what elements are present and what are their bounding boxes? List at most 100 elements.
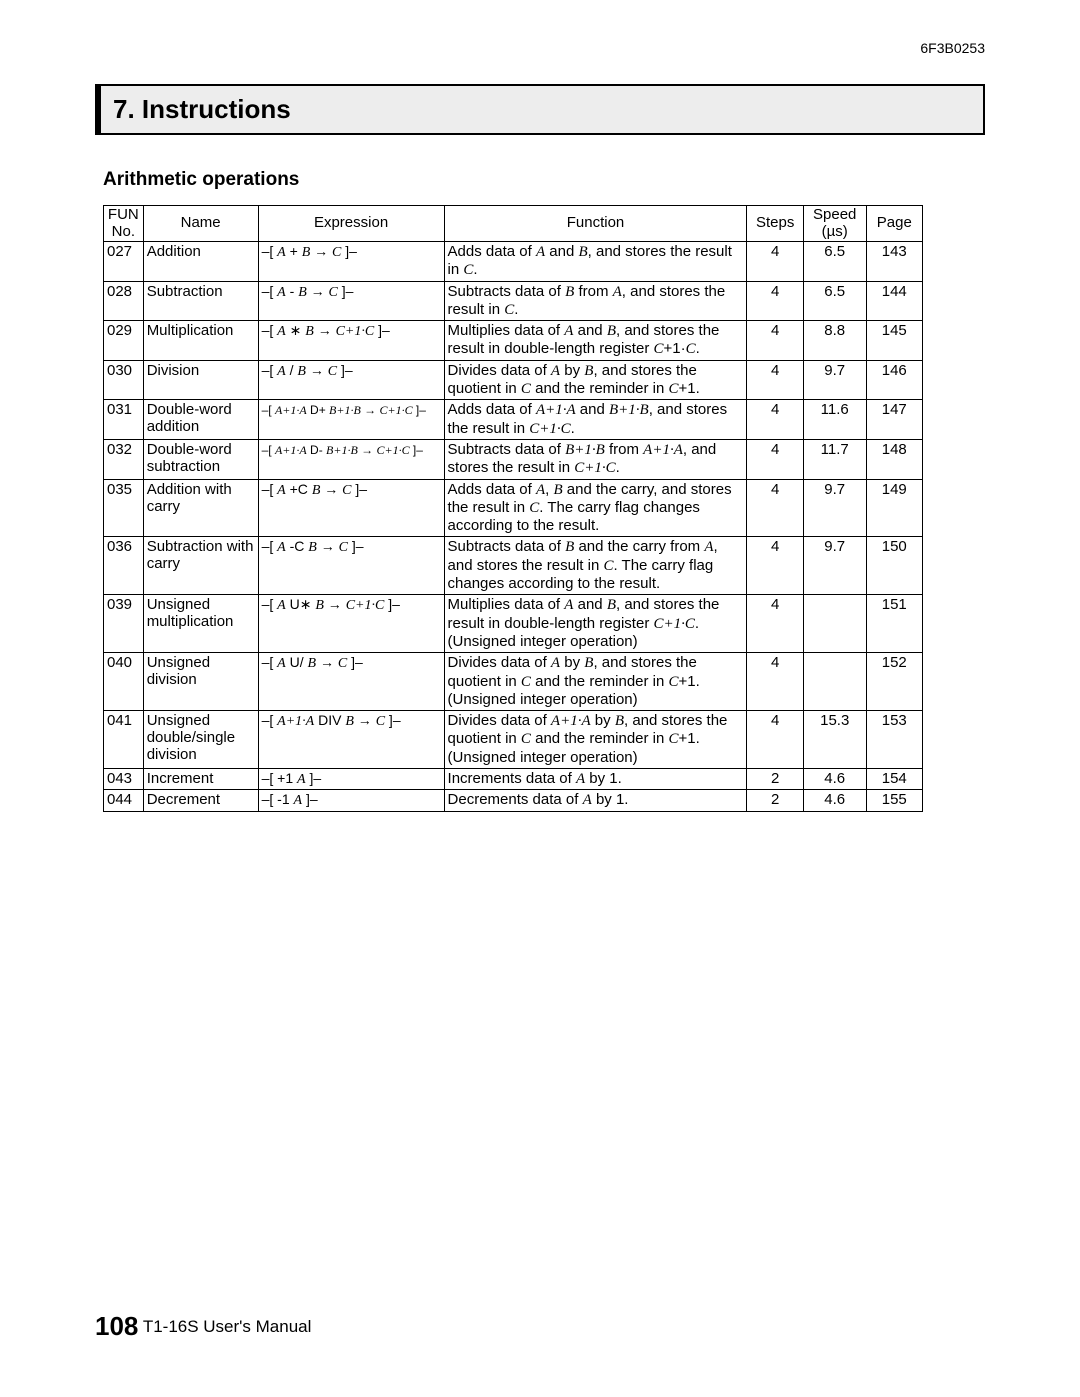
- cell-steps: 2: [747, 769, 803, 790]
- cell-page: 153: [866, 711, 922, 769]
- cell-function: Adds data of A, B and the carry, and sto…: [444, 479, 747, 537]
- col-header-page: Page: [866, 206, 922, 242]
- cell-steps: 4: [747, 242, 803, 282]
- chapter-title: 7. Instructions: [113, 94, 971, 125]
- cell-fun-no: 032: [104, 439, 144, 479]
- cell-expression: –[ A+1·A D- B+1·B → C+1·C ]–: [258, 439, 444, 479]
- cell-steps: 4: [747, 400, 803, 440]
- table-wrap: FUNNo. Name Expression Function Steps Sp…: [103, 205, 985, 812]
- arithmetic-operations-table: FUNNo. Name Expression Function Steps Sp…: [103, 205, 923, 812]
- cell-function: Divides data of A by B, and stores the q…: [444, 653, 747, 711]
- cell-function: Subtracts data of B from A, and stores t…: [444, 281, 747, 321]
- cell-function: Subtracts data of B and the carry from A…: [444, 537, 747, 595]
- cell-name: Decrement: [143, 790, 258, 811]
- cell-expression: –[ A+1·A DIV B → C ]–: [258, 711, 444, 769]
- cell-name: Unsigned division: [143, 653, 258, 711]
- page: 6F3B0253 7. Instructions Arithmetic oper…: [0, 0, 1080, 1397]
- cell-expression: –[ A -C B → C ]–: [258, 537, 444, 595]
- cell-expression: –[ A+1·A D+ B+1·B → C+1·C ]–: [258, 400, 444, 440]
- cell-name: Increment: [143, 769, 258, 790]
- cell-function: Multiplies data of A and B, and stores t…: [444, 595, 747, 653]
- table-row: 043Increment–[ +1 A ]–Increments data of…: [104, 769, 923, 790]
- table-row: 029Multiplication–[ A ∗ B → C+1·C ]–Mult…: [104, 321, 923, 361]
- cell-page: 147: [866, 400, 922, 440]
- cell-fun-no: 027: [104, 242, 144, 282]
- cell-steps: 4: [747, 321, 803, 361]
- cell-speed: 9.7: [803, 537, 866, 595]
- col-header-fun: FUNNo.: [104, 206, 144, 242]
- cell-function: Divides data of A by B, and stores the q…: [444, 360, 747, 400]
- cell-fun-no: 031: [104, 400, 144, 440]
- cell-page: 146: [866, 360, 922, 400]
- cell-steps: 4: [747, 653, 803, 711]
- cell-name: Multiplication: [143, 321, 258, 361]
- cell-steps: 4: [747, 439, 803, 479]
- cell-fun-no: 044: [104, 790, 144, 811]
- cell-steps: 4: [747, 479, 803, 537]
- cell-page: 152: [866, 653, 922, 711]
- cell-page: 143: [866, 242, 922, 282]
- cell-name: Double-word addition: [143, 400, 258, 440]
- cell-fun-no: 030: [104, 360, 144, 400]
- cell-speed: 4.6: [803, 790, 866, 811]
- cell-speed: 9.7: [803, 479, 866, 537]
- table-header-row: FUNNo. Name Expression Function Steps Sp…: [104, 206, 923, 242]
- cell-name: Addition with carry: [143, 479, 258, 537]
- col-header-steps: Steps: [747, 206, 803, 242]
- cell-steps: 4: [747, 595, 803, 653]
- cell-steps: 4: [747, 281, 803, 321]
- cell-expression: –[ +1 A ]–: [258, 769, 444, 790]
- cell-expression: –[ A - B → C ]–: [258, 281, 444, 321]
- cell-name: Unsigned double/single division: [143, 711, 258, 769]
- col-header-name: Name: [143, 206, 258, 242]
- cell-fun-no: 029: [104, 321, 144, 361]
- page-number: 108: [95, 1311, 138, 1341]
- table-row: 041Unsigned double/single division–[ A+1…: [104, 711, 923, 769]
- cell-fun-no: 040: [104, 653, 144, 711]
- cell-page: 150: [866, 537, 922, 595]
- table-row: 030Division–[ A / B → C ]–Divides data o…: [104, 360, 923, 400]
- cell-fun-no: 028: [104, 281, 144, 321]
- cell-steps: 4: [747, 360, 803, 400]
- cell-speed: 6.5: [803, 281, 866, 321]
- cell-fun-no: 035: [104, 479, 144, 537]
- col-header-speed: Speed(µs): [803, 206, 866, 242]
- cell-expression: –[ A U/ B → C ]–: [258, 653, 444, 711]
- cell-steps: 4: [747, 711, 803, 769]
- cell-function: Subtracts data of B+1·B from A+1·A, and …: [444, 439, 747, 479]
- table-row: 044Decrement–[ -1 A ]–Decrements data of…: [104, 790, 923, 811]
- cell-name: Division: [143, 360, 258, 400]
- cell-expression: –[ A +C B → C ]–: [258, 479, 444, 537]
- cell-function: Decrements data of A by 1.: [444, 790, 747, 811]
- manual-title: T1-16S User's Manual: [143, 1317, 312, 1336]
- cell-expression: –[ A + B → C ]–: [258, 242, 444, 282]
- cell-fun-no: 036: [104, 537, 144, 595]
- cell-fun-no: 039: [104, 595, 144, 653]
- chapter-header-box: 7. Instructions: [95, 84, 985, 135]
- table-body: 027Addition–[ A + B → C ]–Adds data of A…: [104, 242, 923, 812]
- cell-speed: 15.3: [803, 711, 866, 769]
- cell-expression: –[ A / B → C ]–: [258, 360, 444, 400]
- cell-expression: –[ -1 A ]–: [258, 790, 444, 811]
- cell-page: 148: [866, 439, 922, 479]
- cell-speed: 8.8: [803, 321, 866, 361]
- cell-steps: 4: [747, 537, 803, 595]
- table-row: 040Unsigned division–[ A U/ B → C ]–Divi…: [104, 653, 923, 711]
- cell-function: Adds data of A+1·A and B+1·B, and stores…: [444, 400, 747, 440]
- cell-expression: –[ A U∗ B → C+1·C ]–: [258, 595, 444, 653]
- cell-speed: [803, 653, 866, 711]
- table-row: 035Addition with carry–[ A +C B → C ]–Ad…: [104, 479, 923, 537]
- table-row: 039Unsigned multiplication–[ A U∗ B → C+…: [104, 595, 923, 653]
- cell-page: 149: [866, 479, 922, 537]
- cell-fun-no: 043: [104, 769, 144, 790]
- table-row: 036Subtraction with carry–[ A -C B → C ]…: [104, 537, 923, 595]
- cell-speed: 11.7: [803, 439, 866, 479]
- cell-page: 144: [866, 281, 922, 321]
- cell-page: 154: [866, 769, 922, 790]
- table-row: 032Double-word subtraction–[ A+1·A D- B+…: [104, 439, 923, 479]
- table-row: 027Addition–[ A + B → C ]–Adds data of A…: [104, 242, 923, 282]
- cell-function: Multiplies data of A and B, and stores t…: [444, 321, 747, 361]
- cell-speed: 6.5: [803, 242, 866, 282]
- cell-speed: [803, 595, 866, 653]
- cell-speed: 11.6: [803, 400, 866, 440]
